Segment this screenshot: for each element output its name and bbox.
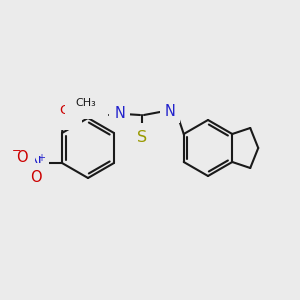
Text: N: N bbox=[31, 155, 41, 170]
Text: −: − bbox=[12, 146, 22, 156]
Text: H: H bbox=[110, 105, 118, 115]
Text: N: N bbox=[165, 103, 176, 118]
Text: O: O bbox=[59, 103, 69, 116]
Text: S: S bbox=[137, 130, 147, 146]
Text: +: + bbox=[37, 153, 45, 163]
Text: H: H bbox=[160, 101, 168, 111]
Text: CH₃: CH₃ bbox=[76, 98, 96, 108]
Text: O: O bbox=[16, 149, 28, 164]
Text: O: O bbox=[30, 170, 42, 185]
Text: N: N bbox=[115, 106, 125, 122]
